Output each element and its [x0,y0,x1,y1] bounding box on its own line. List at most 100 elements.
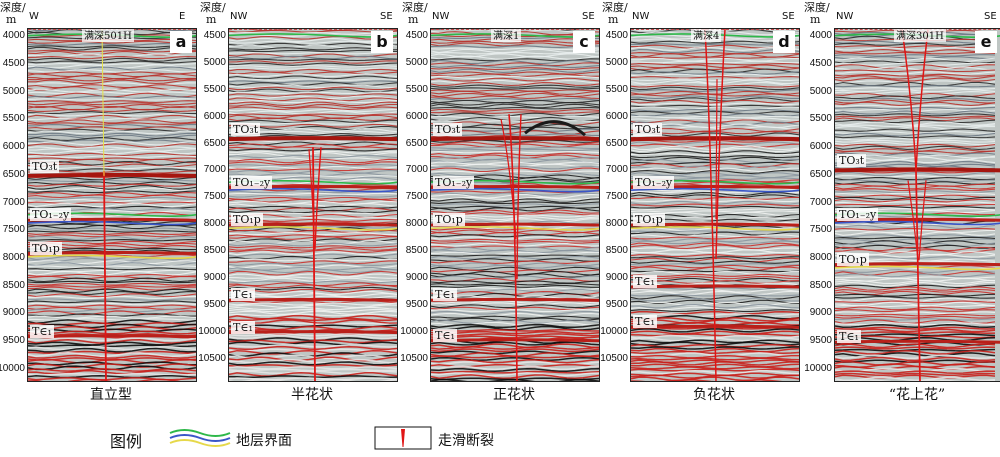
horizon-line [28,172,196,178]
direction-left: NW [432,11,450,22]
depth-axis-label: 深度/ [402,1,428,14]
seismic-section: 满深1 c TO₃t TO₁₋₂y TO₁p T∈₁ T∈₁ [430,28,600,382]
panel-letter: a [170,31,192,53]
depth-tick-label: 5500 [605,83,628,95]
depth-axis-unit: m [608,13,619,26]
depth-tick-label: 9500 [203,298,226,310]
horizon-label: TO₁p [837,252,869,266]
legend-fault-label: 走滑断裂 [438,433,494,449]
depth-tick-label: 8000 [405,218,428,230]
panel-letter: b [371,31,393,53]
depth-tick-label: 7000 [2,196,25,208]
strike-slip-fault [915,170,921,381]
depth-tick-label: 8000 [605,218,628,230]
horizon-label: TO₁p [30,241,62,255]
strike-slip-fault [704,29,717,381]
depth-axis-unit: m [810,13,821,26]
strike-slip-fault [918,180,927,261]
seismic-panel-d: 深度/m NW SE 满深4 d TO₃t TO₁₋₂y TO₁p T∈₁ T∈₁ 4500 5000… [600,0,800,403]
depth-tick-label: 5500 [405,83,428,95]
depth-tick-label: 8000 [809,252,832,264]
depth-tick-label: 5500 [2,113,25,125]
depth-axis-label: 深度/ [602,1,628,14]
direction-right: SE [380,11,393,22]
depth-axis-title: 深度/m [0,2,26,26]
strike-slip-fault [715,29,726,260]
interpreted-horizon [835,220,1000,226]
horizon-label: T∈₁ [231,320,255,334]
depth-tick-label: 5500 [809,113,832,125]
panel-caption: 正花状 [493,387,535,403]
depth-tick-label: 5000 [605,56,628,68]
seismic-reflections [229,29,397,381]
depth-tick-label: 4500 [203,30,226,42]
well-label: 满深1 [491,29,522,42]
horizon-label: TO₃t [433,123,463,137]
direction-right: SE [984,11,997,22]
depth-tick-label: 9000 [203,271,226,283]
depth-tick-label: 4500 [2,58,25,70]
well-label: 满深501H [82,29,134,42]
depth-tick-label: 7000 [203,164,226,176]
horizon-label: TO₃t [30,159,60,173]
depth-axis-title: 深度/m [804,2,830,26]
depth-tick-label: 8500 [405,245,428,257]
strike-slip-fault [907,180,919,261]
depth-tick-label: 6000 [605,110,628,122]
strike-slip-fault [500,119,517,240]
seismic-panel-c: 深度/m NW SE 满深1 c TO₃t TO₁₋₂y TO₁p T∈₁ T∈₁ 4500 5000… [400,0,600,403]
seismic-section: 满深4 d TO₃t TO₁₋₂y TO₁p T∈₁ T∈₁ [630,28,800,382]
depth-tick-label: 7500 [405,191,428,203]
horizon-line [835,167,1000,173]
seismic-section: 满深501H a TO₃t TO₁₋₂y TO₁p T∈₁ [27,28,197,382]
depth-tick-label: 10000 [804,362,832,374]
section-top-line [229,29,397,30]
panel-letter: e [975,31,997,53]
horizon-label: TO₃t [633,123,663,137]
horizon-label: TO₁p [633,213,665,227]
seismic-panel-a: 深度/m W E 满深501H a TO₃t TO₁₋₂y TO₁p T∈₁ 4000 4500 50… [0,0,197,403]
horizon-label: TO₁₋₂y [633,175,675,189]
horizon-label: TO₃t [231,123,261,137]
depth-axis-label: 深度/ [200,1,226,14]
horizon-label: T∈₁ [633,274,657,288]
legend-fault-swatch [374,426,432,450]
strike-slip-fault [314,147,322,250]
depth-tick-label: 7000 [605,164,628,176]
depth-tick-label: 6000 [203,110,226,122]
depth-tick-label: 9000 [405,271,428,283]
interpreted-horizon [631,226,799,231]
depth-tick-label: 7500 [203,191,226,203]
strike-slip-fault [103,170,107,381]
depth-tick-label: 8000 [203,218,226,230]
depth-tick-label: 4500 [405,30,428,42]
legend-horizon-swatch [169,429,231,447]
depth-axis-title: 深度/m [200,2,226,26]
depth-tick-label: 10000 [600,325,628,337]
depth-tick-label: 10000 [198,325,226,337]
seismic-reflections [431,29,599,381]
panel-letter: d [773,31,795,53]
direction-left: W [29,11,39,22]
strike-slip-fault [308,149,315,230]
interpreted-horizon [28,220,196,226]
depth-axis-title: 深度/m [602,2,628,26]
depth-tick-label: 10000 [400,325,428,337]
legend-horizon-label: 地层界面 [236,433,292,449]
depth-axis-unit: m [6,13,17,26]
horizon-label: T∈₁ [433,288,457,302]
depth-tick-label: 4000 [2,30,25,42]
depth-tick-label: 4500 [605,30,628,42]
horizon-label: T∈₁ [231,288,255,302]
interpreted-horizon [835,265,1000,271]
horizon-line [631,136,799,142]
strike-slip-fault [901,29,917,171]
horizon-label: TO₁₋₂y [433,175,475,189]
depth-tick-label: 9500 [605,298,628,310]
interpreted-horizon [631,187,799,193]
depth-tick-label: 8000 [2,252,25,264]
depth-tick-label: 9500 [2,335,25,347]
direction-right: SE [782,11,795,22]
horizon-label: T∈₁ [30,324,54,338]
depth-tick-label: 7000 [809,196,832,208]
